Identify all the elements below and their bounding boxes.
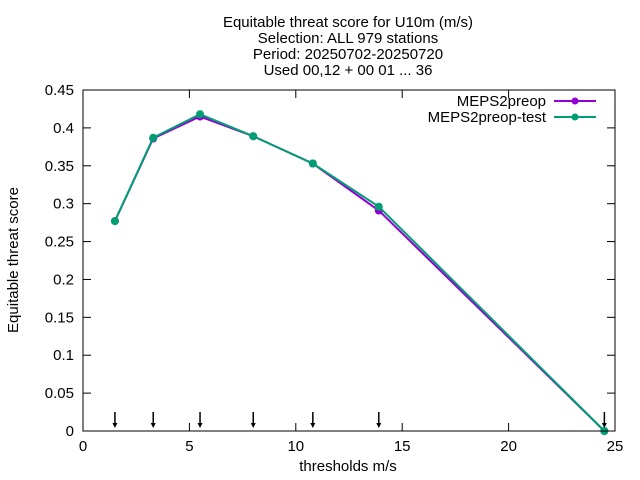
x-axis: 0 5 10 15 20 25 xyxy=(79,90,624,455)
threshold-arrow-icon xyxy=(376,412,382,428)
x-tick-label: 0 xyxy=(79,438,87,455)
y-tick-label: 0.45 xyxy=(45,82,74,99)
series-line xyxy=(113,113,606,432)
title-line-3: Period: 20250702-20250720 xyxy=(253,46,443,63)
y-tick-label: 0.05 xyxy=(45,385,74,402)
legend-marker xyxy=(571,97,579,105)
threshold-arrow-icon xyxy=(310,412,316,428)
y-tick-label: 0.2 xyxy=(53,271,74,288)
y-tick-label: 0.15 xyxy=(45,309,74,326)
threshold-markers xyxy=(112,412,607,428)
x-tick-label: 10 xyxy=(287,438,304,455)
legend-label: MEPS2preop xyxy=(457,93,546,110)
title-line-4: Used 00,12 + 00 01 ... 36 xyxy=(264,62,433,79)
y-axis: 0 0.05 0.1 0.15 0.2 0.25 0.3 0.35 0.4 0.45 xyxy=(45,82,615,440)
x-tick-label: 15 xyxy=(394,438,411,455)
chart-title: Equitable threat score for U10m (m/s) Se… xyxy=(223,14,473,79)
legend-label: MEPS2preop-test xyxy=(428,109,547,126)
x-tick-label: 20 xyxy=(500,438,517,455)
y-axis-label: Equitable threat score xyxy=(5,187,22,333)
y-tick-label: 0.25 xyxy=(45,234,74,251)
threshold-arrow-icon xyxy=(250,412,256,428)
series-group xyxy=(110,110,609,435)
series-line xyxy=(113,115,606,432)
x-tick-label: 25 xyxy=(607,438,624,455)
y-tick-label: 0.4 xyxy=(53,120,74,137)
x-tick-label: 5 xyxy=(185,438,193,455)
plot-frame xyxy=(82,89,616,432)
legend-entry: MEPS2preop xyxy=(457,93,596,110)
threshold-arrow-icon xyxy=(197,412,203,428)
y-tick-label: 0.3 xyxy=(53,196,74,213)
threshold-arrow-icon xyxy=(601,412,607,428)
title-line-2: Selection: ALL 979 stations xyxy=(258,30,438,47)
x-axis-label: thresholds m/s xyxy=(299,458,397,475)
y-tick-label: 0.1 xyxy=(53,347,74,364)
legend-entry: MEPS2preop-test xyxy=(428,109,596,126)
legend-marker xyxy=(571,113,579,121)
threshold-arrow-icon xyxy=(150,412,156,428)
y-tick-label: 0.35 xyxy=(45,158,74,175)
title-line-1: Equitable threat score for U10m (m/s) xyxy=(223,14,473,31)
y-tick-label: 0 xyxy=(66,423,74,440)
threshold-arrow-icon xyxy=(112,412,118,428)
